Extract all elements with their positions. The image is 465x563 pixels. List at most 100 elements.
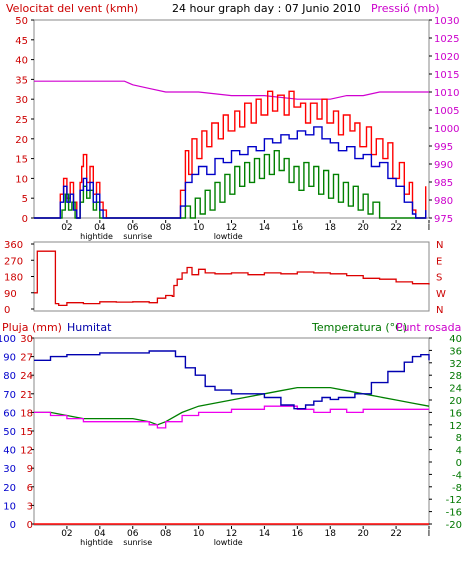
wind-axis-label: 35	[15, 75, 28, 86]
x-tick-label: 22	[390, 529, 401, 539]
wind-min-line	[34, 150, 426, 219]
x-tick-label: 18	[325, 223, 337, 233]
wind-axis-label: 45	[15, 36, 28, 47]
wind-avg-line	[34, 126, 427, 219]
x-tick-label: I	[428, 529, 431, 539]
tide-sun-annotation: sunrise	[123, 538, 152, 547]
axes-layer: 0510152025303540455097598098599099510001…	[0, 16, 462, 531]
wind-axis-label: 10	[15, 174, 28, 185]
series-layer	[34, 80, 430, 525]
temperature-axis-label: 8	[456, 433, 462, 444]
x-tick-label: 18	[325, 529, 337, 539]
compass-label: N	[436, 305, 443, 316]
x-tick-label: 02	[61, 223, 72, 233]
temperature-axis-label: 28	[449, 371, 462, 382]
pressure-axis-label: 980	[434, 196, 453, 207]
temperature-axis-label: 4	[456, 446, 462, 457]
pressure-axis-label: 1015	[434, 70, 459, 81]
wind-axis-label: 5	[22, 194, 28, 205]
date-title: 24 hour graph day : 07 Junio 2010	[172, 2, 361, 15]
rain-axis-label: 0	[27, 520, 33, 531]
rain-axis-label: 3	[27, 501, 33, 512]
x-tick-label: 16	[292, 529, 304, 539]
wind-axis-label: 40	[15, 56, 28, 67]
pressure-title: Pressió (mb)	[371, 2, 440, 15]
rain-title: Pluja (mm)	[2, 321, 62, 334]
temperature-axis-label: -12	[446, 495, 462, 506]
tide-sun-annotation: hightide	[80, 232, 113, 241]
rain-axis-label: 12	[20, 446, 33, 457]
temperature-axis-label: -20	[446, 520, 462, 531]
pressure-axis-label: 990	[434, 160, 453, 171]
pressure-axis-label: 1005	[434, 106, 459, 117]
wind-axis-label: 30	[15, 95, 28, 106]
wind-axis-label: 0	[22, 214, 28, 225]
pressure-axis-label: 1000	[434, 124, 459, 135]
x-tick-label: 06	[127, 223, 139, 233]
humidity-axis-label: 20	[3, 483, 16, 494]
x-tick-label: 12	[226, 529, 237, 539]
x-tick-label: 08	[160, 223, 172, 233]
humidity-title: Humitat	[67, 321, 112, 334]
temperature-axis-label: 40	[449, 334, 462, 345]
humidity-axis-label: 40	[3, 446, 16, 457]
compass-label: N	[436, 240, 443, 251]
temperature-axis-label: 12	[449, 421, 462, 432]
temperature-axis-label: -8	[452, 483, 462, 494]
direction-axis-label: 360	[4, 240, 23, 251]
temperature-axis-label: 0	[456, 458, 462, 469]
wind-axis-label: 25	[15, 115, 28, 126]
humidity-axis-label: 70	[3, 390, 16, 401]
humidity-axis-label: 80	[3, 371, 16, 382]
pressure-line	[34, 80, 429, 100]
x-tick-label: I	[428, 223, 431, 233]
wind-axis-label: 15	[15, 155, 28, 166]
x-tick-label: 14	[259, 529, 271, 539]
temperature-axis-label: -4	[452, 470, 462, 481]
humidity-line	[34, 350, 430, 410]
temperature-axis-label: 32	[449, 359, 462, 370]
x-tick-label: 10	[193, 529, 205, 539]
x-tick-label: 02	[61, 529, 72, 539]
direction-axis-label: 270	[4, 256, 23, 267]
x-tick-label: 12	[226, 223, 237, 233]
x-tick-label: 06	[127, 529, 139, 539]
compass-label: S	[436, 273, 442, 284]
pressure-axis-label: 985	[434, 178, 453, 189]
rain-axis-label: 30	[20, 334, 33, 345]
pressure-axis-label: 1010	[434, 88, 459, 99]
direction-axis-label: 90	[4, 289, 17, 300]
pressure-axis-label: 1025	[434, 34, 459, 45]
temperature-title: Temperatura (°C)	[311, 321, 407, 334]
x-tick-label: 16	[292, 223, 304, 233]
temperature-axis-label: 20	[449, 396, 462, 407]
pressure-axis-label: 975	[434, 214, 453, 225]
x-tick-label: 10	[193, 223, 205, 233]
x-tick-label: 20	[357, 529, 369, 539]
compass-label: W	[436, 289, 446, 300]
tide-sun-annotation: lowtide	[214, 232, 243, 241]
temperature-axis-label: 36	[449, 346, 462, 357]
rain-axis-label: 27	[20, 353, 33, 364]
tide-sun-annotation: lowtide	[214, 538, 243, 547]
pressure-axis-label: 1030	[434, 16, 459, 27]
rain-axis-label: 15	[20, 427, 33, 438]
temperature-axis-label: 16	[449, 408, 462, 419]
dewpoint-title: Punt rosada	[396, 321, 461, 334]
humidity-axis-label: 30	[3, 464, 16, 475]
dewpoint-line	[34, 405, 429, 429]
wind-axis-label: 20	[15, 135, 28, 146]
temperature-axis-label: 24	[449, 384, 462, 395]
pressure-axis-label: 1020	[434, 52, 459, 63]
wind-speed-title: Velocitat del vent (kmh)	[6, 2, 138, 15]
x-tick-label: 22	[390, 223, 401, 233]
humidity-axis-label: 100	[0, 334, 16, 345]
temperature-axis-label: -16	[446, 508, 462, 519]
humidity-axis-label: 60	[3, 408, 16, 419]
x-tick-label: 04	[94, 529, 106, 539]
humidity-axis-label: 10	[3, 501, 16, 512]
compass-label: E	[436, 256, 442, 267]
x-tick-label: 20	[357, 223, 369, 233]
